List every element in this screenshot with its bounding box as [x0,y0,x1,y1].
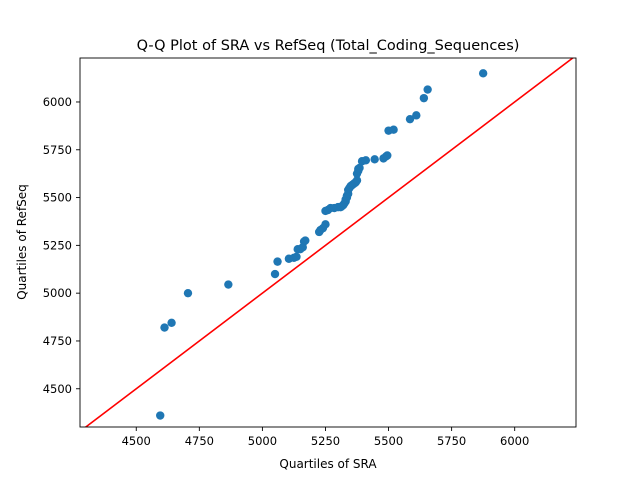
y-tick-label: 5500 [43,191,72,205]
data-point [405,114,415,124]
data-point [183,288,193,298]
data-point [361,156,371,165]
data-point [383,151,392,160]
y-tick-label: 4750 [43,334,72,348]
data-point [412,111,421,120]
data-point [160,323,169,332]
plot-frame [79,57,577,428]
y-axis: 4500 4750 5000 5250 5500 5750 6000 [43,95,80,396]
data-point [224,280,233,289]
data-point [167,318,176,328]
x-tick-label: 4750 [185,434,214,448]
data-point [156,411,165,420]
chart-title: Q-Q Plot of SRA vs RefSeq (Total_Coding_… [137,38,520,54]
data-point [321,220,330,229]
data-point [352,176,362,185]
x-axis: 4500 4750 5000 5250 5500 5750 6000 [122,427,529,448]
x-axis-label: Quartiles of SRA [279,457,377,471]
data-point [389,125,398,134]
data-point [423,85,432,94]
y-tick-label: 4500 [43,382,72,396]
x-tick-label: 5000 [248,434,277,448]
y-tick-label: 6000 [43,95,72,109]
data-point [273,257,282,266]
data-point [301,236,310,245]
data-point [270,269,280,279]
x-tick-label: 5750 [437,434,466,448]
data-point [370,155,379,164]
data-point [292,252,301,262]
x-tick-label: 4500 [122,434,151,448]
y-tick-label: 5000 [43,286,72,300]
data-point [419,93,429,103]
plot-area [79,57,577,428]
data-points [156,69,488,420]
data-point [355,163,364,173]
y-axis-label: Quartiles of RefSeq [15,184,29,300]
y-tick-label: 5750 [43,143,72,157]
x-tick-label: 6000 [500,434,529,448]
y-tick-label: 5250 [43,238,72,252]
x-tick-label: 5500 [374,434,403,448]
data-point [478,69,488,78]
reference-line [84,58,575,427]
x-tick-label: 5250 [311,434,340,448]
